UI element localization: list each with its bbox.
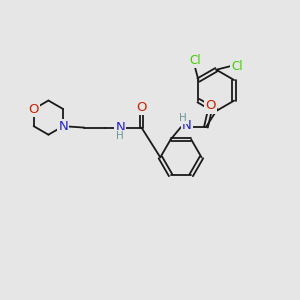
Text: H: H [116, 131, 124, 141]
Text: O: O [136, 100, 147, 113]
Text: H: H [178, 113, 186, 123]
Text: Cl: Cl [231, 60, 243, 73]
Text: N: N [116, 121, 125, 134]
Text: O: O [28, 103, 39, 116]
Text: N: N [182, 119, 192, 132]
Text: N: N [58, 120, 68, 133]
Text: Cl: Cl [189, 54, 201, 68]
Text: O: O [206, 99, 216, 112]
